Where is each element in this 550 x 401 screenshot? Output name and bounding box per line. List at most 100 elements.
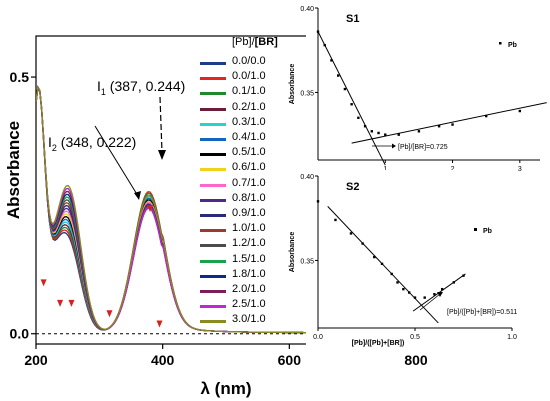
data-point [334, 218, 337, 222]
arrow-s1-head [392, 143, 396, 149]
legend-label: 2.0/1.0 [232, 283, 266, 295]
legend-swatch [200, 214, 226, 217]
legend-swatch [200, 138, 226, 141]
data-point [323, 43, 326, 47]
data-point [390, 272, 393, 276]
x-tick-label: 800 [404, 352, 428, 368]
legend-swatch [200, 153, 226, 157]
inset-y-tick-label: 0.35 [300, 90, 314, 97]
legend-swatch [200, 198, 226, 202]
data-point [518, 109, 522, 113]
inset-x-tick-label: 2 [451, 166, 455, 173]
legend-swatch [200, 244, 226, 248]
inset-title: S2 [346, 181, 359, 193]
legend-label: 0.0/0.0 [232, 55, 266, 67]
data-point [402, 287, 405, 291]
data-point [330, 59, 333, 62]
legend-label: 0.5/1.0 [232, 146, 266, 159]
annotation-i2: I2 (348, 0.222) [48, 134, 136, 153]
data-point [423, 296, 426, 299]
annotation-s1: [Pb]/[BR]=0.725 [398, 144, 448, 151]
x-tick-label: 600 [278, 352, 302, 368]
legend-swatch [200, 92, 226, 96]
legend-swatch [200, 122, 226, 126]
data-point [462, 274, 465, 277]
inset-x-tick-label: 1.0 [507, 334, 517, 341]
legend-label: 0.2/1.0 [232, 100, 266, 113]
data-point [452, 281, 455, 284]
data-point [433, 293, 436, 296]
x-tick-label: 400 [151, 352, 175, 368]
arrow-s2 [419, 293, 441, 311]
legend-swatch [200, 259, 226, 263]
data-point [336, 74, 340, 77]
legend-label: 1.8/1.0 [232, 267, 266, 280]
legend-label: 0.6/1.0 [232, 161, 266, 174]
data-point [361, 242, 364, 245]
arrow-i2 [94, 125, 139, 197]
legend-swatch [200, 290, 226, 293]
legend-label: 0.8/1.0 [232, 191, 266, 204]
legend-label: 1.0/1.0 [232, 222, 266, 235]
legend-swatch [200, 77, 226, 81]
marker-triangle [40, 279, 47, 287]
legend-label: 0.7/1.0 [232, 176, 266, 189]
legend-title: [Pb]/[BR] [232, 36, 278, 48]
inset-y-tick-label: 0.40 [300, 174, 314, 181]
inset-x-tick-label: 3 [518, 166, 522, 173]
inset-background [306, 2, 546, 184]
legend-label: 2.5/1.0 [232, 298, 266, 311]
inset-y-tick-label: 0.40 [300, 6, 314, 13]
fit-line [317, 31, 386, 166]
data-point [484, 114, 488, 118]
legend-marker-pb-s1 [499, 42, 502, 45]
legend-swatch [200, 305, 226, 309]
arrow-i1-head [158, 150, 166, 160]
marker-triangle [57, 299, 64, 307]
data-point [397, 133, 400, 136]
marker-triangle [68, 299, 75, 307]
data-point [350, 103, 353, 106]
inset-y-axis-label: Absorbance [289, 232, 296, 273]
marker-triangle [156, 320, 163, 328]
data-point [384, 133, 387, 136]
legend-swatch [200, 320, 226, 324]
data-point [343, 87, 347, 91]
inset-background [306, 170, 518, 352]
inset-title: S1 [346, 13, 359, 25]
legend-swatch [200, 183, 226, 187]
inset-x-tick-label: 0.0 [313, 334, 323, 341]
data-point [357, 116, 360, 119]
data-point [377, 131, 380, 135]
data-point [349, 232, 353, 235]
annotation-i1: I1 (387, 0.244) [97, 78, 185, 97]
legend-swatch [200, 229, 226, 233]
legend-label: 1.2/1.0 [232, 237, 266, 250]
legend-label: 0.3/1.0 [232, 115, 266, 128]
data-point [370, 130, 374, 133]
legend-label: 1.5/1.0 [232, 252, 266, 265]
data-point [437, 125, 441, 128]
arrow-i2-head [134, 191, 141, 200]
legend-label: 0.0/1.0 [232, 70, 266, 83]
data-point [316, 200, 320, 203]
marker-triangle [147, 204, 153, 212]
legend-label: 0.9/1.0 [232, 207, 266, 219]
data-point [407, 291, 411, 294]
marker-triangle [106, 310, 113, 318]
data-point [373, 255, 376, 259]
data-point [417, 130, 421, 133]
legend-label: 0.1/1.0 [232, 85, 266, 98]
data-point [451, 123, 454, 126]
annotation-s2: [Pb]/([Pb]+[BR])=0.511 [447, 309, 517, 316]
legend-swatch [200, 168, 226, 172]
x-tick-label: 200 [24, 352, 48, 368]
data-point [440, 287, 444, 291]
data-point [413, 296, 417, 299]
legend-label: 0.4/1.0 [232, 131, 266, 143]
data-point [396, 281, 399, 284]
y-tick-label: 0.0 [10, 326, 30, 342]
inset-y-axis-label: Absorbance [289, 64, 296, 105]
legend-label-pb-s1: Pb [508, 42, 517, 49]
